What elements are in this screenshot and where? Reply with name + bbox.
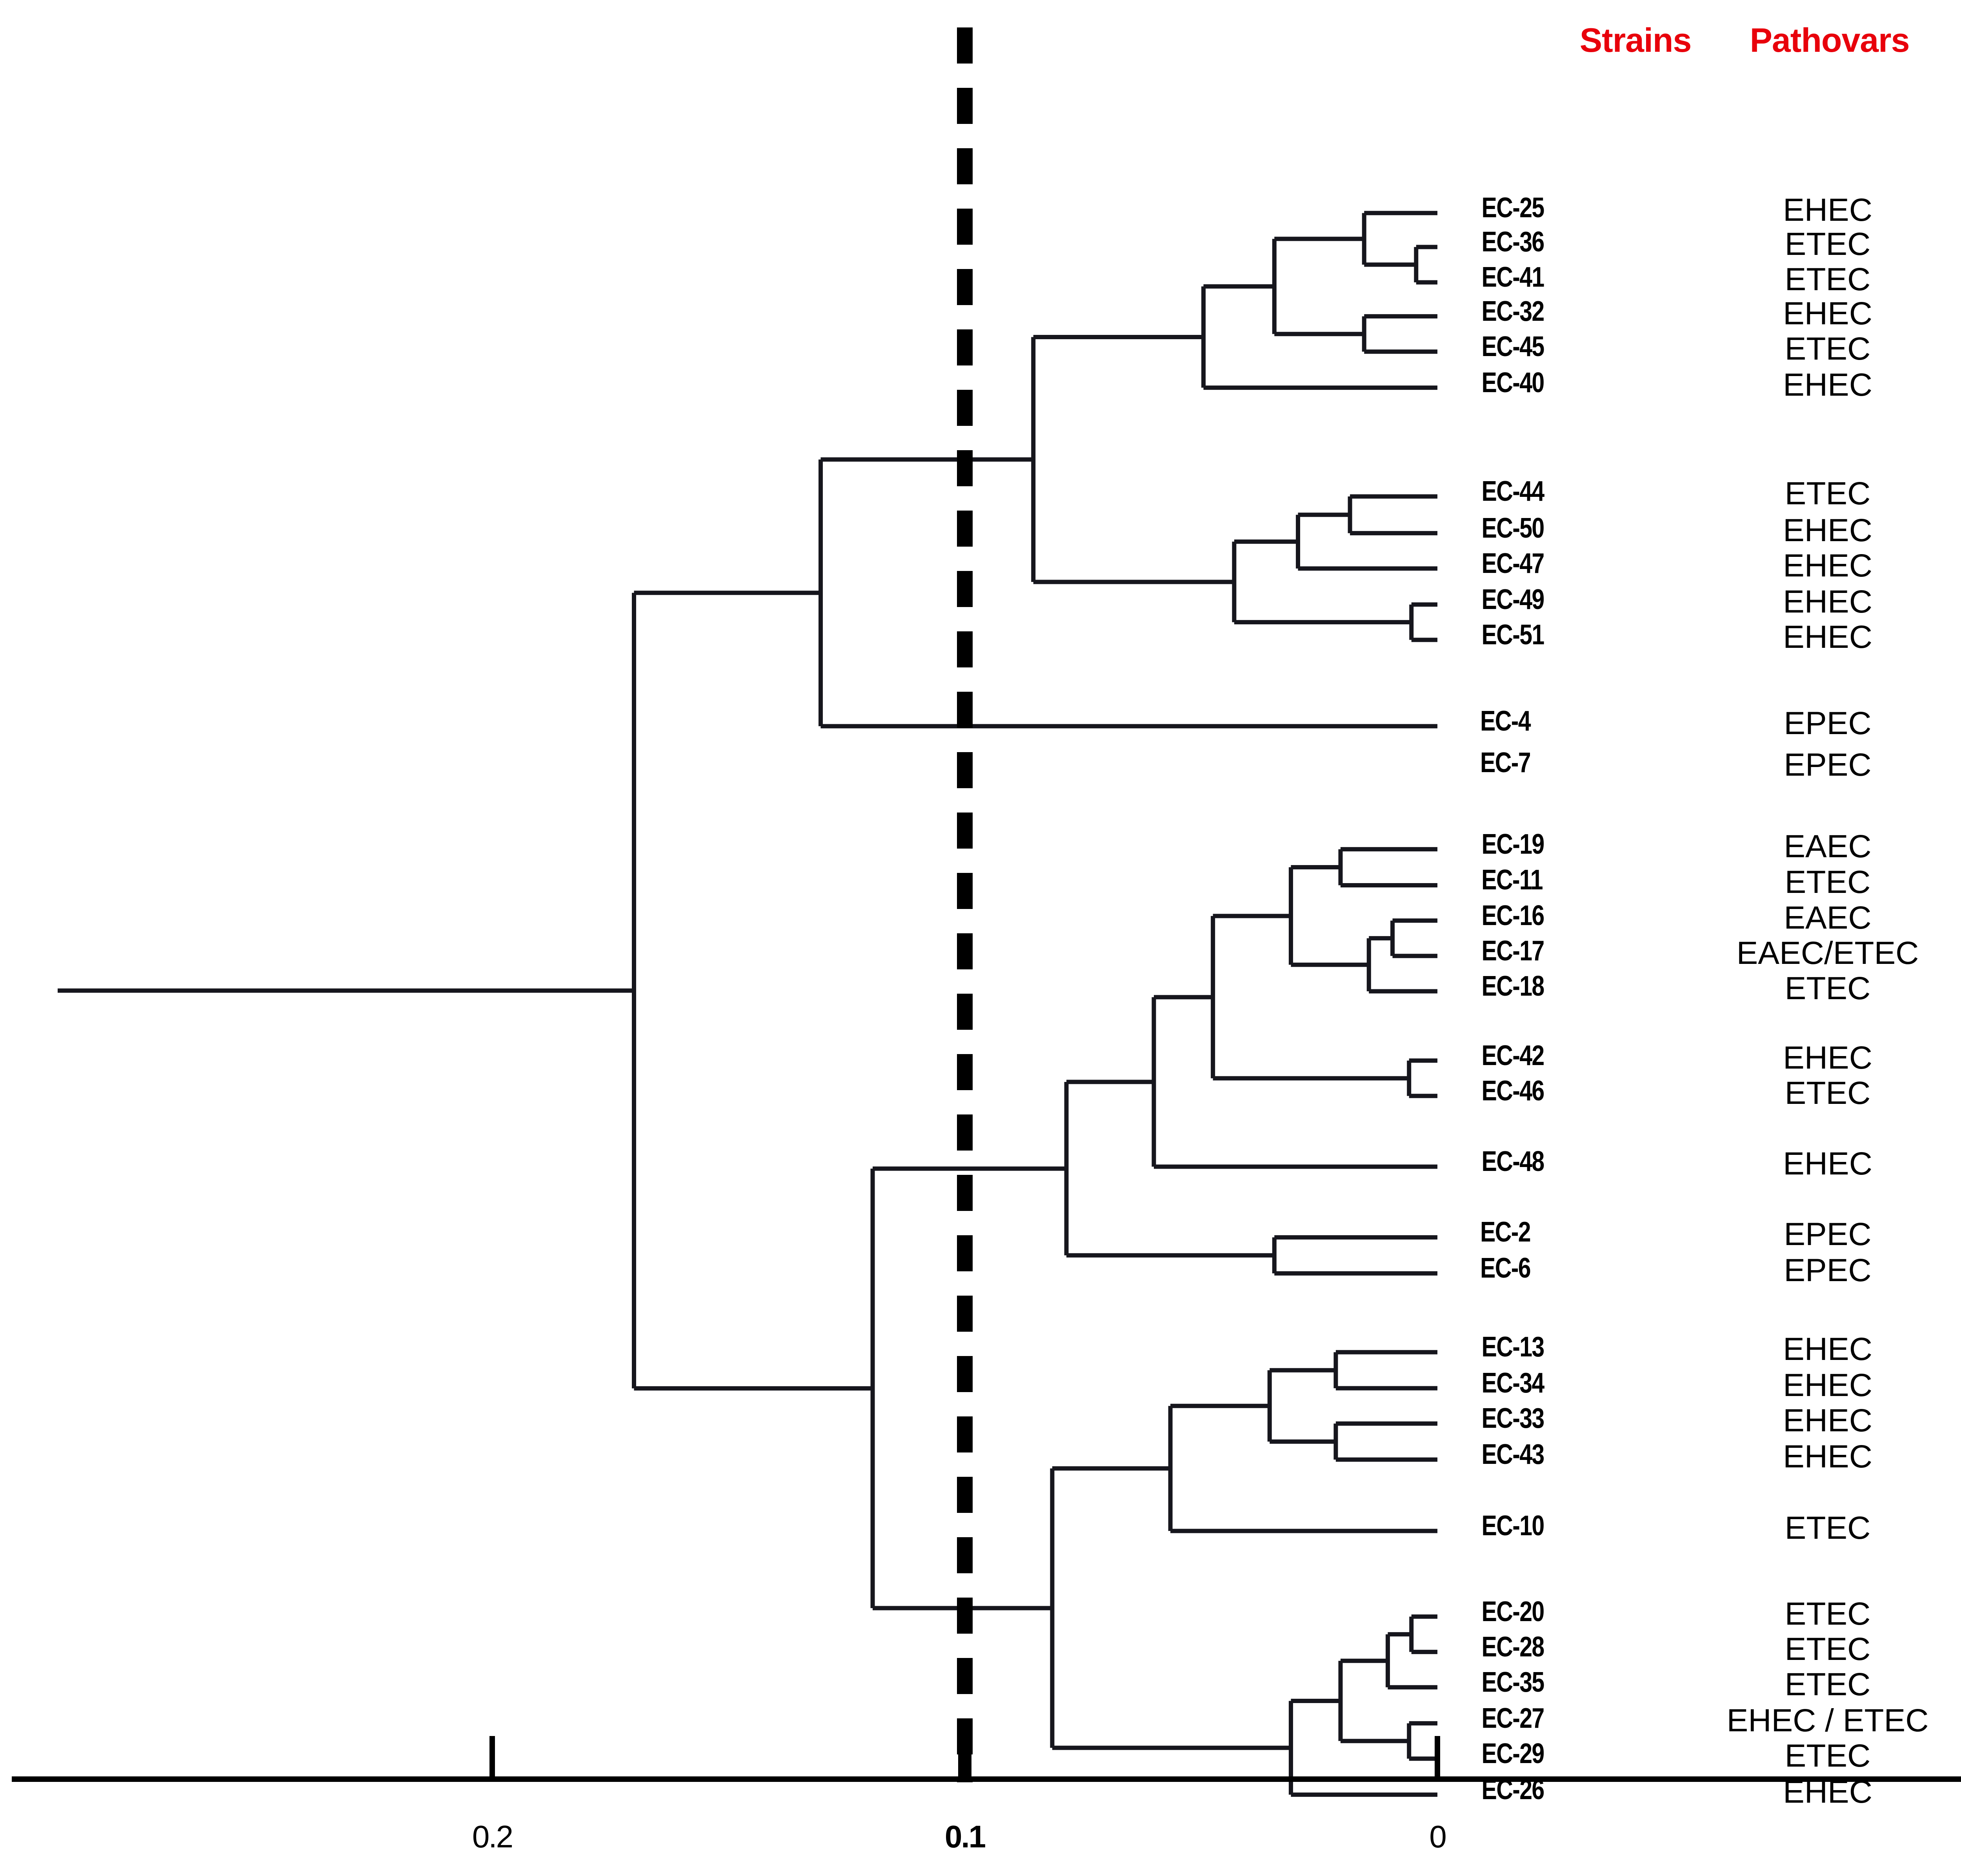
strain-label: EC-48 [1481,1146,1544,1178]
pathovar-label: EHEC [1783,1774,1872,1810]
strain-label: EC-45 [1481,331,1544,362]
pathovar-label: ETEC [1785,970,1871,1006]
pathovar-label: EPEC [1784,1216,1872,1252]
pathovar-label: EPEC [1784,705,1872,741]
strain-label: EC-33 [1481,1403,1544,1434]
strain-label: EC-41 [1481,262,1544,293]
pathovar-label: ETEC [1785,1666,1871,1702]
strain-label: EC-7 [1480,747,1531,778]
pathovar-label: EPEC [1784,1252,1872,1289]
pathovar-label: EHEC [1783,1146,1872,1182]
strain-label: EC-4 [1480,705,1531,737]
strain-label: EC-11 [1481,864,1543,896]
strain-label: EC-51 [1481,619,1544,651]
strain-label: EC-6 [1480,1252,1531,1284]
pathovar-label: ETEC [1785,1596,1871,1632]
strain-label: EC-36 [1481,226,1544,258]
pathovar-label: EHEC [1783,1367,1872,1403]
strain-label: EC-20 [1481,1596,1544,1627]
pathovar-label: EHEC [1783,367,1872,403]
pathovar-label: EHEC [1783,547,1872,584]
header-pathovars: Pathovars [1750,22,1910,59]
pathovar-label: EHEC [1783,512,1872,548]
strain-label: EC-27 [1481,1702,1544,1734]
strain-label: EC-32 [1481,295,1544,327]
pathovar-label: EHEC [1783,1331,1872,1367]
axis-tick-label: 0.2 [472,1819,513,1854]
pathovar-label: ETEC [1785,1738,1871,1774]
strain-label: EC-43 [1481,1439,1544,1471]
strain-label: EC-47 [1481,547,1544,579]
pathovar-label: ETEC [1785,262,1871,297]
pathovar-label: ETEC [1785,331,1871,367]
header-strains: Strains [1579,22,1692,59]
axis-tick-label: 0.1 [944,1819,986,1854]
pathovar-label: ETEC [1785,1075,1871,1111]
pathovar-label: EHEC [1783,1439,1872,1475]
pathovar-label: EHEC [1783,584,1872,620]
pathovar-label: ETEC [1785,1631,1871,1667]
pathovar-label: EHEC [1783,1040,1872,1076]
pathovar-label: ETEC [1785,476,1871,511]
pathovar-label: EHEC [1783,295,1872,331]
strain-label: EC-10 [1481,1510,1544,1542]
strain-label: EC-49 [1481,584,1544,615]
pathovar-label: ETEC [1785,864,1871,900]
pathovar-label: EHEC [1783,619,1872,655]
strain-label: EC-16 [1481,900,1544,931]
pathovar-label: EHEC [1783,192,1872,228]
strain-label: EC-44 [1481,476,1544,507]
pathovar-label: ETEC [1785,226,1871,262]
pathovar-label: EHEC / ETEC [1726,1702,1929,1738]
strain-label: EC-50 [1481,512,1544,544]
strain-label: EC-28 [1481,1631,1544,1663]
strain-label: EC-46 [1481,1075,1544,1107]
strain-label: EC-13 [1481,1331,1544,1363]
strain-label: EC-17 [1481,935,1544,967]
pathovar-label: EPEC [1784,747,1872,783]
pathovar-label: ETEC [1785,1510,1871,1546]
pathovar-label: EHEC [1783,1403,1872,1439]
strain-label: EC-29 [1481,1738,1544,1769]
strain-label: EC-35 [1481,1666,1544,1698]
pathovar-label: EAEC [1784,828,1872,864]
strain-label: EC-18 [1481,970,1544,1002]
strain-label: EC-19 [1481,828,1544,860]
pathovar-label: EAEC [1784,900,1872,936]
strain-label: EC-26 [1481,1774,1544,1805]
strain-label: EC-2 [1480,1216,1531,1248]
axis-tick-label: 0 [1429,1819,1446,1854]
strain-label: EC-40 [1481,367,1544,398]
strain-label: EC-25 [1481,192,1544,224]
strain-label: EC-42 [1481,1040,1544,1071]
pathovar-label: EAEC/ETEC [1736,935,1919,971]
strain-label: EC-34 [1481,1367,1544,1399]
